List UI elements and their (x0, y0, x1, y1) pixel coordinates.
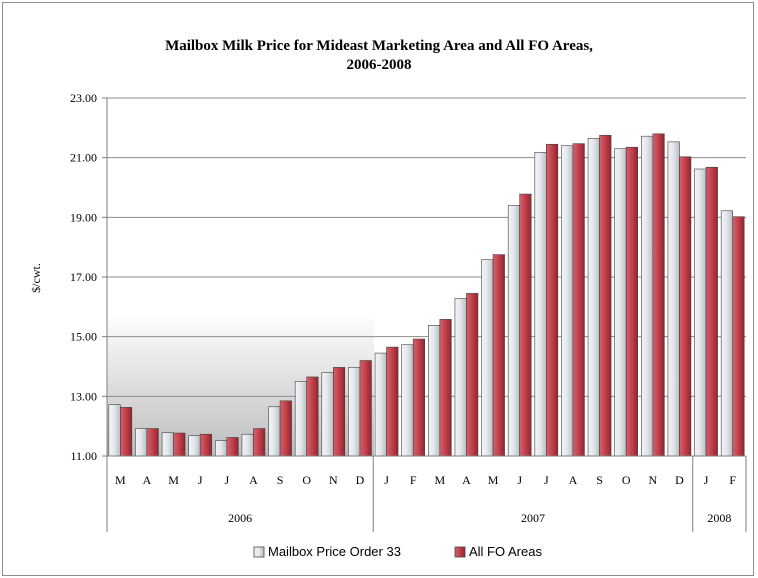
gridlines (107, 97, 746, 397)
y-tick-label-1: 13.00 (70, 389, 97, 403)
bar-all-fo-areas-4 (226, 437, 239, 457)
x-tick-label-14: M (488, 473, 499, 487)
x-tick-label-17: A (569, 473, 578, 487)
bar-all-fo-areas-16 (546, 143, 559, 457)
bar-all-fo-areas-11 (412, 338, 425, 457)
bar-all-fo-areas-8 (333, 367, 346, 457)
x-tick-label-1: A (143, 473, 152, 487)
bar-mailbox-price-0 (108, 404, 121, 457)
legend: Mailbox Price Order 33 All FO Areas (253, 544, 542, 559)
bar-mailbox-price-1 (135, 428, 148, 457)
x-tick-label-22: J (704, 473, 709, 487)
bar-mailbox-price-3 (188, 435, 201, 457)
x-tick-label-13: A (462, 473, 471, 487)
bar-mailbox-price-20 (641, 135, 654, 457)
bar-mailbox-price-17 (561, 145, 574, 457)
bar-all-fo-areas-20 (652, 133, 665, 457)
x-tick-label-3: J (198, 473, 203, 487)
x-tick-label-4: J (224, 473, 229, 487)
x-tick-label-8: N (329, 473, 338, 487)
y-tick-label-2: 15.00 (70, 330, 97, 344)
bars (108, 133, 745, 457)
bar-all-fo-areas-13 (466, 293, 479, 457)
year-label-2008: 2008 (707, 511, 731, 525)
x-tick-label-9: D (356, 473, 365, 487)
bar-mailbox-price-16 (534, 151, 547, 457)
x-tick-label-11: F (410, 473, 417, 487)
legend-swatch-mailbox-price (253, 546, 265, 558)
bar-all-fo-areas-2 (173, 432, 186, 457)
y-tick-label-5: 21.00 (70, 151, 97, 165)
bar-all-fo-areas-21 (679, 156, 692, 457)
y-tick-label-3: 17.00 (70, 270, 97, 284)
bar-mailbox-price-12 (428, 325, 441, 457)
bar-mailbox-price-22 (694, 168, 707, 457)
x-tick-label-0: M (115, 473, 126, 487)
bar-mailbox-price-7 (294, 381, 307, 457)
x-tick-label-23: F (729, 473, 736, 487)
x-tick-label-10: J (384, 473, 389, 487)
x-tick-label-18: S (596, 473, 603, 487)
chart-title-line-1: Mailbox Milk Price for Mideast Marketing… (165, 38, 593, 54)
bar-all-fo-areas-9 (359, 360, 372, 457)
y-axis-label: $/cwt. (29, 263, 43, 293)
bar-mailbox-price-5 (241, 433, 254, 457)
x-tick-label-2: M (168, 473, 179, 487)
x-tick-label-15: J (517, 473, 522, 487)
legend-label-mailbox-price: Mailbox Price Order 33 (268, 544, 401, 559)
bar-all-fo-areas-6 (279, 400, 292, 457)
bar-mailbox-price-8 (321, 372, 334, 457)
bar-all-fo-areas-7 (306, 376, 319, 457)
bar-mailbox-price-10 (374, 352, 387, 457)
bar-all-fo-areas-14 (492, 254, 505, 457)
x-tick-label-6: S (277, 473, 284, 487)
legend-label-all-fo-areas: All FO Areas (469, 544, 542, 559)
bar-all-fo-areas-10 (386, 346, 399, 457)
bar-all-fo-areas-5 (253, 428, 266, 457)
bar-mailbox-price-21 (667, 141, 680, 457)
bar-mailbox-price-4 (215, 440, 228, 457)
bar-all-fo-areas-15 (519, 193, 532, 457)
bar-mailbox-price-11 (401, 344, 414, 457)
x-tick-label-5: A (249, 473, 258, 487)
bar-all-fo-areas-1 (146, 428, 159, 457)
year-label-2006: 2006 (228, 511, 252, 525)
legend-swatch-all-fo-areas (454, 546, 466, 558)
bar-all-fo-areas-18 (599, 134, 612, 457)
y-tick-label-6: 23.00 (70, 91, 97, 105)
bar-mailbox-price-9 (348, 367, 361, 457)
bar-mailbox-price-15 (507, 205, 520, 457)
bar-mailbox-price-23 (720, 210, 733, 457)
bar-mailbox-price-2 (161, 432, 174, 457)
y-tick-label-0: 11.00 (70, 449, 97, 463)
x-tick-label-7: O (302, 473, 311, 487)
x-tick-label-19: O (622, 473, 631, 487)
x-tick-label-20: N (648, 473, 657, 487)
x-tick-label-16: J (544, 473, 549, 487)
bar-all-fo-areas-12 (439, 319, 452, 457)
axes: 11.00 13.00 15.00 17.00 19.00 21.00 23.00 M A M J J… (70, 91, 747, 532)
year-label-2007: 2007 (521, 511, 545, 525)
y-tick-label-4: 19.00 (70, 210, 97, 224)
bar-mailbox-price-19 (614, 148, 627, 457)
x-tick-label-21: D (675, 473, 684, 487)
bar-mailbox-price-14 (481, 259, 494, 457)
bar-all-fo-areas-23 (732, 216, 745, 457)
bar-mailbox-price-18 (587, 137, 600, 457)
x-tick-label-12: M (434, 473, 445, 487)
bar-all-fo-areas-22 (705, 166, 718, 457)
bar-all-fo-areas-0 (120, 407, 133, 457)
chart-title-line-2: 2006-2008 (347, 57, 412, 73)
bar-all-fo-areas-19 (625, 146, 638, 457)
bar-mailbox-price-6 (268, 406, 281, 457)
bar-all-fo-areas-3 (199, 433, 212, 457)
bar-all-fo-areas-17 (572, 143, 585, 457)
bar-mailbox-price-13 (454, 298, 467, 457)
